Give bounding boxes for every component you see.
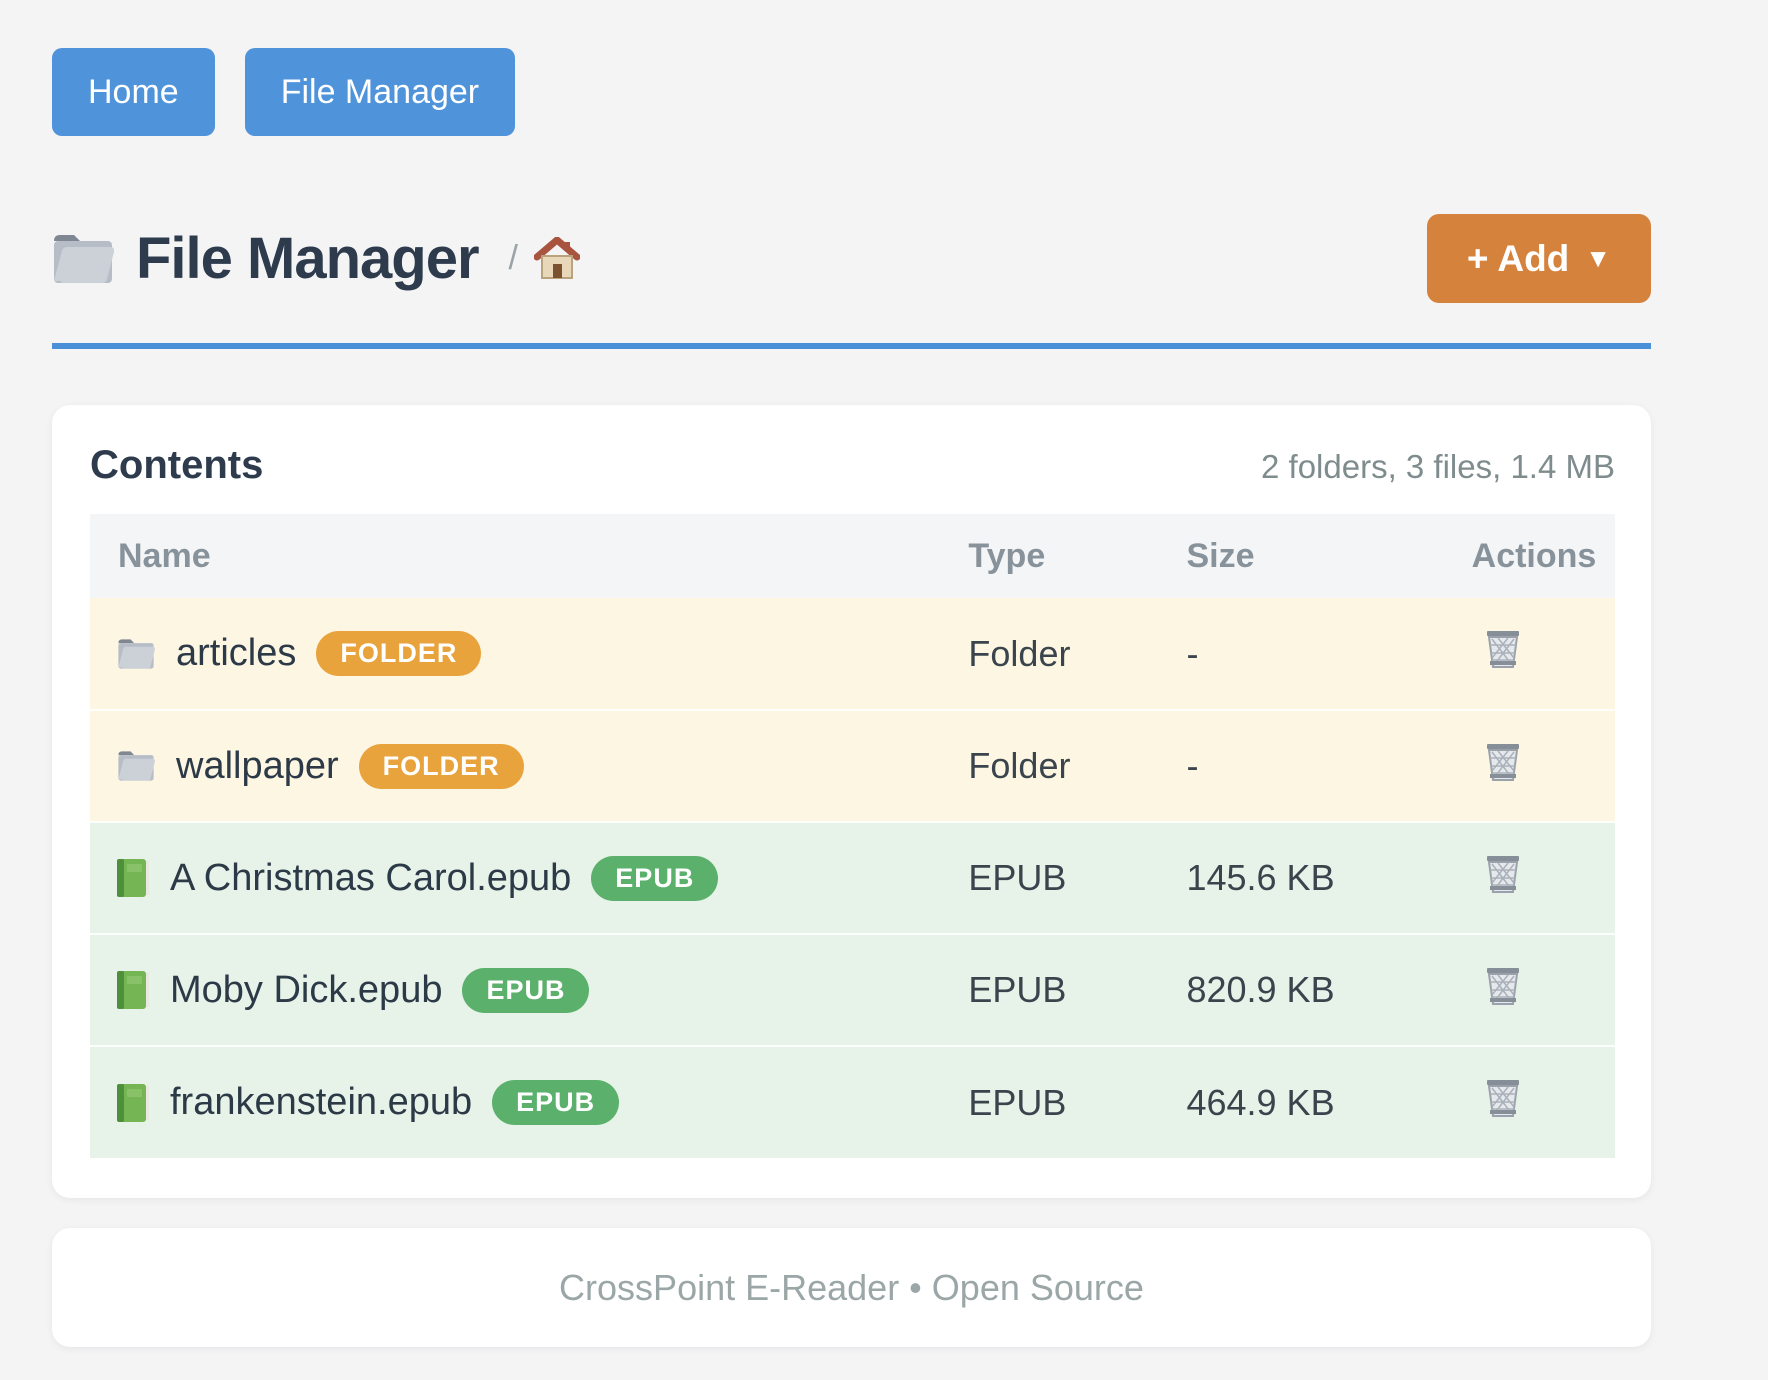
trash-icon	[1484, 1078, 1522, 1118]
page-title: File Manager	[136, 226, 480, 291]
footer-card: CrossPoint E-Reader • Open Source	[52, 1228, 1651, 1347]
column-header-name: Name	[90, 514, 969, 598]
home-icon[interactable]	[534, 236, 580, 281]
title-group: File Manager /	[52, 225, 580, 292]
table-row: Moby Dick.epub EPUB EPUB 820.9 KB	[90, 933, 1615, 1046]
item-name-link[interactable]: Moby Dick.epub	[170, 968, 443, 1011]
item-type: EPUB	[968, 1045, 1187, 1158]
contents-summary: 2 folders, 3 files, 1.4 MB	[1261, 448, 1615, 485]
delete-button[interactable]	[1484, 742, 1522, 782]
item-size: 820.9 KB	[1186, 933, 1472, 1046]
trash-icon	[1484, 966, 1522, 1006]
contents-card-header: Contents 2 folders, 3 files, 1.4 MB	[90, 443, 1615, 488]
contents-card: Contents 2 folders, 3 files, 1.4 MB Name…	[52, 405, 1651, 1198]
table-row: A Christmas Carol.epub EPUB EPUB 145.6 K…	[90, 821, 1615, 934]
table-header-row: Name Type Size Actions	[90, 514, 1615, 598]
item-name-link[interactable]: A Christmas Carol.epub	[170, 856, 572, 899]
epub-badge: EPUB	[462, 967, 590, 1013]
trash-icon	[1484, 854, 1522, 894]
epub-badge: EPUB	[492, 1080, 620, 1125]
book-icon	[116, 1083, 150, 1123]
item-type: Folder	[968, 709, 1187, 822]
item-name-link[interactable]: wallpaper	[176, 744, 339, 787]
item-name-link[interactable]: frankenstein.epub	[170, 1081, 473, 1123]
folder-icon	[116, 637, 156, 671]
footer-text: CrossPoint E-Reader • Open Source	[559, 1266, 1144, 1308]
delete-button[interactable]	[1484, 1078, 1522, 1118]
breadcrumb-separator: /	[508, 239, 518, 277]
add-button[interactable]: + Add ▼	[1426, 214, 1651, 303]
column-header-size: Size	[1186, 514, 1472, 598]
nav-file-manager-button[interactable]: File Manager	[244, 48, 516, 136]
page-header: File Manager / + Add ▼	[52, 214, 1651, 303]
item-size: -	[1186, 598, 1472, 710]
book-icon	[116, 970, 150, 1010]
epub-badge: EPUB	[591, 855, 719, 901]
item-type: EPUB	[968, 821, 1187, 934]
top-nav: Home File Manager	[52, 48, 1651, 136]
item-name-link[interactable]: articles	[176, 632, 297, 674]
chevron-down-icon: ▼	[1585, 243, 1611, 273]
item-size: 145.6 KB	[1186, 821, 1472, 934]
table-row: frankenstein.epub EPUB EPUB 464.9 KB	[90, 1045, 1615, 1158]
add-button-label: + Add	[1466, 237, 1570, 279]
nav-home-button[interactable]: Home	[52, 48, 215, 136]
table-row: wallpaper FOLDER Folder -	[90, 709, 1615, 822]
folder-icon	[116, 749, 156, 783]
table-row: articles FOLDER Folder -	[90, 598, 1615, 710]
file-table: Name Type Size Actions articles FOLDER F	[90, 514, 1615, 1158]
folder-badge: FOLDER	[316, 631, 482, 676]
folder-badge: FOLDER	[358, 743, 524, 789]
column-header-type: Type	[968, 514, 1187, 598]
folder-icon	[52, 231, 114, 287]
item-size: 464.9 KB	[1186, 1045, 1472, 1158]
delete-button[interactable]	[1484, 966, 1522, 1006]
item-size: -	[1186, 709, 1472, 822]
header-divider	[52, 343, 1651, 349]
trash-icon	[1484, 629, 1522, 669]
delete-button[interactable]	[1484, 629, 1522, 669]
item-type: EPUB	[968, 933, 1187, 1046]
file-manager-page: Home File Manager File Manager /	[52, 48, 1651, 1347]
book-icon	[116, 858, 150, 898]
delete-button[interactable]	[1484, 854, 1522, 894]
contents-heading: Contents	[90, 443, 264, 487]
item-type: Folder	[968, 598, 1187, 710]
trash-icon	[1484, 742, 1522, 782]
column-header-actions: Actions	[1471, 514, 1615, 598]
